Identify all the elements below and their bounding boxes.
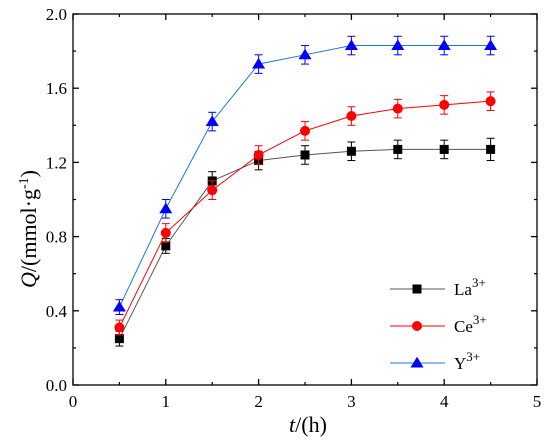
y-tick-label: 0.4: [46, 302, 68, 321]
x-axis-title: t/(h): [289, 412, 327, 437]
data-point: [161, 241, 171, 251]
data-point: [437, 39, 451, 50]
data-point: [114, 334, 124, 344]
legend-marker: [410, 356, 424, 368]
legend-entry-y: Y3+: [390, 349, 480, 373]
data-point: [207, 185, 218, 196]
y-axis-title: Q/(mmol·g-1): [16, 170, 41, 288]
legend-marker: [412, 321, 422, 331]
data-point: [300, 125, 310, 136]
series-y: [112, 35, 498, 316]
y-axis-unit-close: ): [16, 170, 41, 177]
data-point: [393, 144, 403, 154]
legend-label-charge: 3+: [472, 275, 486, 290]
series-line: [118, 45, 491, 308]
data-point: [439, 99, 450, 110]
labels-layer: 0 1 2 3 4 5 0.0 0.4 0.8 1.2 1.6 2.0: [46, 5, 542, 411]
x-tick-label: 3: [347, 392, 356, 411]
x-tick-label: 2: [254, 392, 263, 411]
legend-label: Ce3+: [454, 312, 487, 336]
legend-label-charge: 3+: [473, 312, 487, 327]
data-point: [346, 146, 356, 156]
data-point: [484, 39, 498, 50]
y-tick-label: 1.6: [46, 79, 67, 98]
data-point: [392, 103, 403, 114]
x-axis-var: t: [289, 412, 296, 437]
data-point: [346, 111, 357, 122]
x-tick-label: 5: [533, 392, 542, 411]
x-tick-label: 0: [69, 392, 78, 411]
data-point: [114, 322, 125, 333]
data-point: [439, 144, 449, 154]
series-layer: [112, 35, 498, 347]
series-la: [114, 137, 496, 347]
legend-label-element: Ce: [454, 317, 473, 336]
data-point: [253, 149, 264, 160]
data-point: [252, 57, 266, 69]
legend-entry-ce: Ce3+: [390, 312, 487, 336]
x-tick-label: 4: [440, 392, 449, 411]
x-axis-unit: /(h): [295, 412, 327, 437]
data-point: [344, 39, 358, 50]
data-point: [160, 227, 171, 238]
data-point: [300, 150, 310, 160]
legend-label-element: La: [454, 280, 472, 299]
data-point: [159, 202, 173, 214]
series-line: [118, 148, 491, 339]
y-tick-label: 2.0: [46, 5, 67, 24]
x-tick-label: 1: [162, 392, 171, 411]
y-tick-label: 0.8: [46, 228, 67, 247]
data-point: [205, 115, 219, 127]
legend-entry-la: La3+: [390, 275, 486, 299]
data-point: [486, 144, 496, 154]
y-axis-unit: /(mmol·g: [16, 189, 41, 272]
data-point: [485, 96, 496, 107]
legend-label-charge: 3+: [466, 349, 480, 364]
legend: La3+Ce3+Y3+: [390, 275, 487, 373]
ticks-layer: [72, 13, 538, 386]
legend-label-element: Y: [454, 354, 466, 373]
y-tick-label: 1.2: [46, 153, 67, 172]
y-axis-unit-sup: -1: [17, 177, 32, 189]
data-point: [298, 48, 312, 60]
legend-marker: [412, 284, 422, 294]
series-ce: [114, 91, 496, 336]
y-axis-var: Q: [16, 272, 41, 288]
y-tick-label: 0.0: [46, 376, 67, 395]
legend-label: La3+: [454, 275, 486, 299]
data-point: [112, 300, 126, 312]
data-point: [391, 39, 405, 50]
legend-label: Y3+: [454, 349, 480, 373]
